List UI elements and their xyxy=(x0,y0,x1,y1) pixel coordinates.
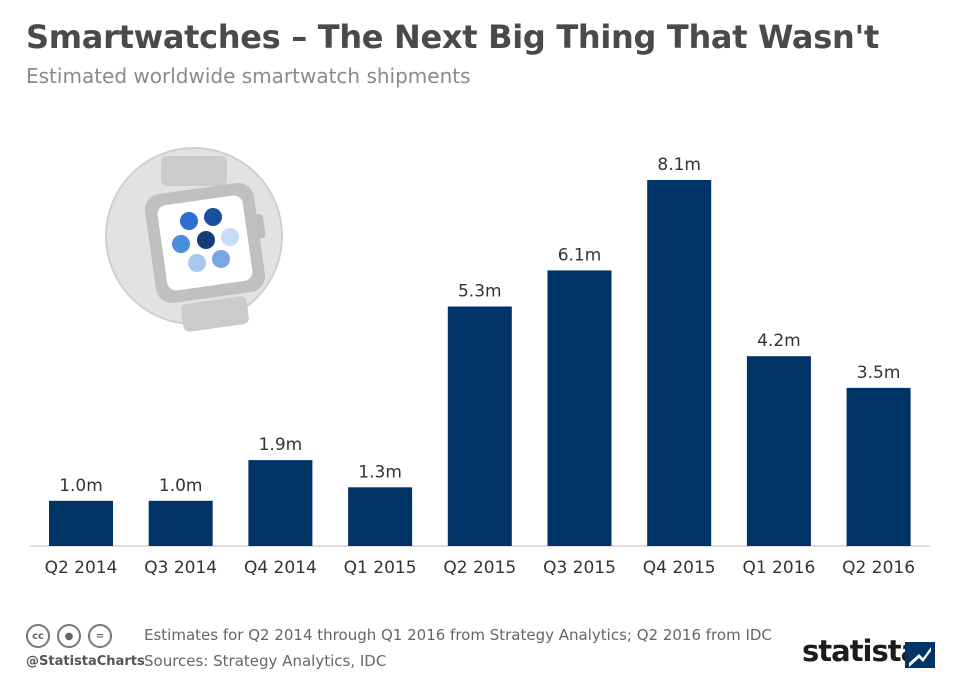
x-tick-label: Q2 2014 xyxy=(45,558,118,578)
watch-app-dot-icon xyxy=(197,231,215,249)
chart-title: Smartwatches – The Next Big Thing That W… xyxy=(26,18,879,56)
watch-app-dot-icon xyxy=(188,254,206,272)
license-icons: cc ● = xyxy=(26,624,112,648)
watch-crown xyxy=(254,214,266,239)
x-tick-label: Q2 2015 xyxy=(443,558,516,578)
x-tick-label: Q2 2016 xyxy=(842,558,915,578)
x-tick-label: Q4 2014 xyxy=(244,558,317,578)
watch-app-dot-icon xyxy=(212,250,230,268)
person-icon[interactable]: ● xyxy=(57,624,81,648)
smartwatch-illustration xyxy=(105,147,283,332)
bar-q2-2014 xyxy=(49,500,113,546)
data-label: 6.1m xyxy=(558,245,602,265)
bar-q4-2015 xyxy=(647,180,712,546)
bar-q3-2015 xyxy=(547,270,612,546)
statista-logo-text[interactable]: statista xyxy=(802,634,920,668)
bar-chart: 1.0m Q2 2014 1.0m Q3 2014 1.9m Q4 2014 1.3m Q1 … xyxy=(30,147,930,578)
cc-icon[interactable]: cc xyxy=(26,624,50,648)
x-tick-label: Q1 2015 xyxy=(344,558,417,578)
footer-sources: Sources: Strategy Analytics, IDC xyxy=(144,652,387,670)
watch-strap-top xyxy=(161,156,227,186)
bar-q1-2016 xyxy=(746,356,811,546)
statista-handle[interactable]: @StatistaCharts xyxy=(26,654,145,669)
watch-app-dot-icon xyxy=(204,208,222,226)
bars-group: 1.0m Q2 2014 1.0m Q3 2014 1.9m Q4 2014 1.3m Q1 … xyxy=(45,155,915,578)
footer-note: Estimates for Q2 2014 through Q1 2016 fr… xyxy=(144,626,772,644)
watch-app-dot-icon xyxy=(180,212,198,230)
bar-q3-2014 xyxy=(148,500,213,546)
data-label: 1.0m xyxy=(159,476,203,496)
data-label: 5.3m xyxy=(458,282,502,302)
data-label: 1.3m xyxy=(358,462,402,482)
watch-strap-bottom xyxy=(181,296,249,332)
x-tick-label: Q3 2014 xyxy=(144,558,217,578)
bar-q4-2014 xyxy=(248,460,313,546)
x-tick-label: Q1 2016 xyxy=(742,558,815,578)
data-label: 3.5m xyxy=(857,363,901,383)
watch-app-dot-icon xyxy=(172,235,190,253)
x-tick-label: Q4 2015 xyxy=(643,558,716,578)
bar-q2-2015 xyxy=(447,306,512,546)
data-label: 1.9m xyxy=(259,435,303,455)
statista-logo-icon[interactable] xyxy=(905,642,935,668)
watch-app-icons xyxy=(172,208,239,272)
data-label: 1.0m xyxy=(59,476,103,496)
chart-subtitle: Estimated worldwide smartwatch shipments xyxy=(26,64,471,88)
data-label: 4.2m xyxy=(757,331,801,351)
bar-q1-2015 xyxy=(348,487,413,546)
equals-icon[interactable]: = xyxy=(88,624,112,648)
data-label: 8.1m xyxy=(657,155,701,175)
x-tick-label: Q3 2015 xyxy=(543,558,616,578)
bar-q2-2016 xyxy=(846,387,911,546)
watch-app-dot-icon xyxy=(221,228,239,246)
